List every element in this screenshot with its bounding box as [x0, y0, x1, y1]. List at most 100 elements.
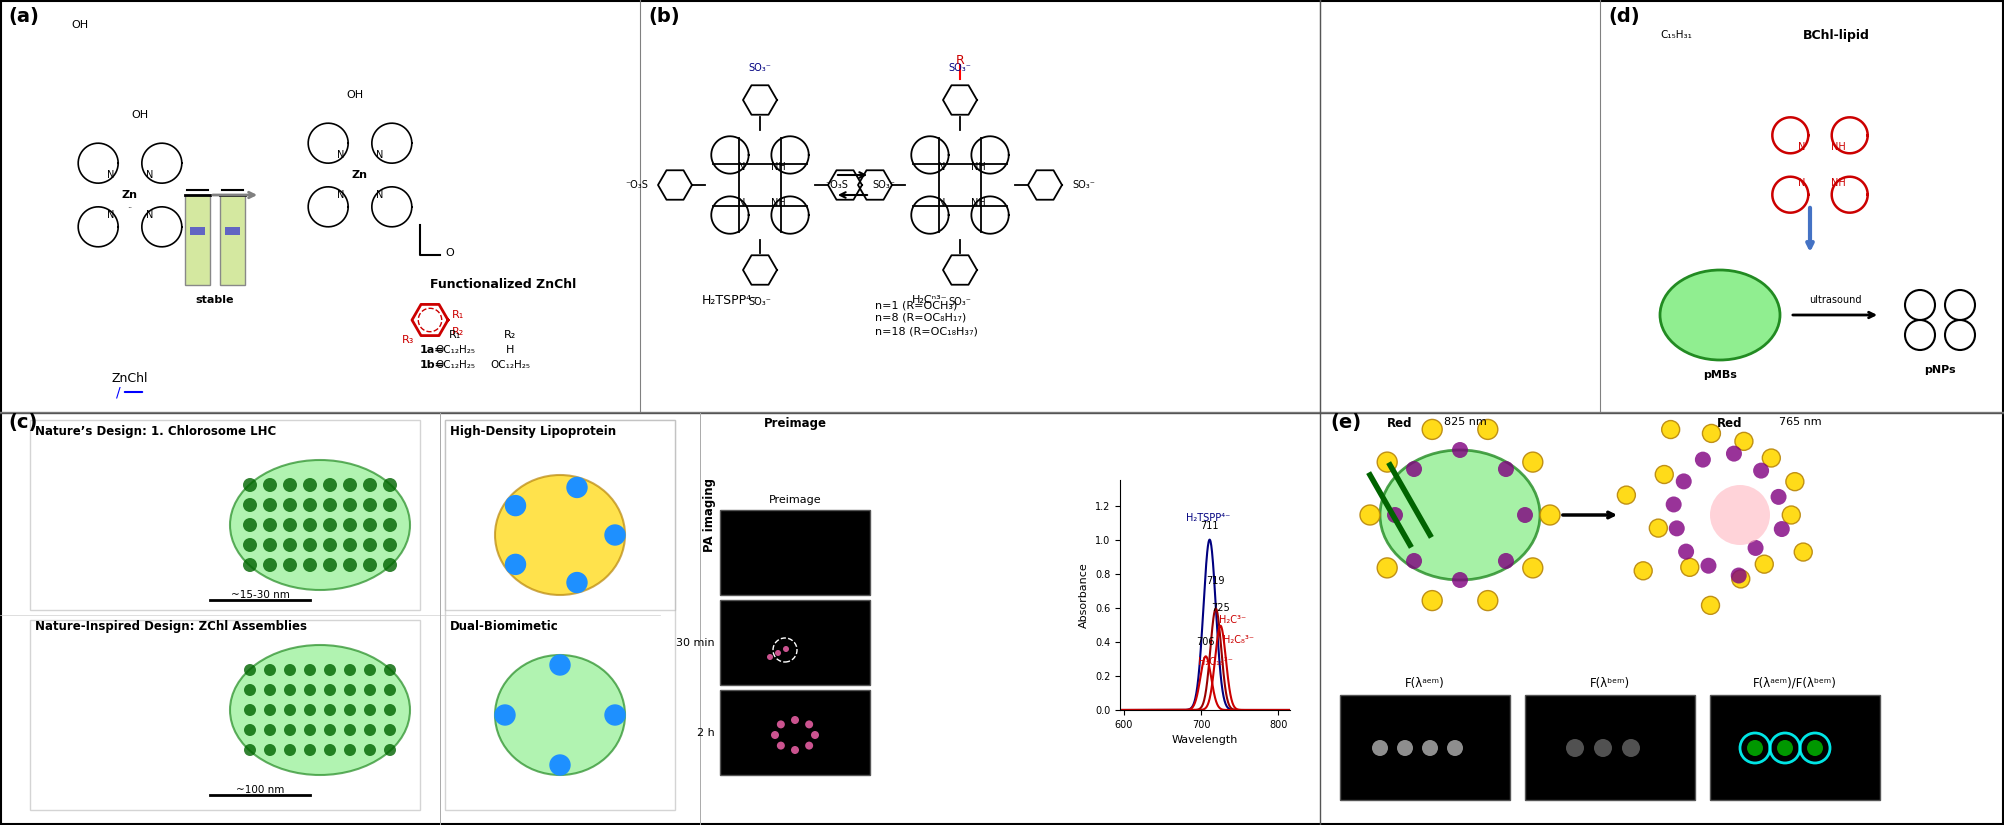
Text: n=8 (R=OC₈H₁₇): n=8 (R=OC₈H₁₇) [876, 313, 966, 323]
Circle shape [1523, 558, 1543, 578]
Circle shape [385, 684, 397, 696]
Text: SO₃⁻: SO₃⁻ [749, 63, 772, 73]
Circle shape [385, 704, 397, 716]
Circle shape [363, 478, 377, 492]
Circle shape [778, 742, 786, 750]
Bar [1525, 695, 1695, 800]
Circle shape [325, 724, 337, 736]
Ellipse shape [230, 645, 411, 775]
X-axis label: Wavelength: Wavelength [1172, 735, 1238, 745]
Circle shape [812, 731, 820, 739]
Circle shape [285, 664, 297, 676]
Circle shape [1423, 591, 1443, 610]
Text: Zn: Zn [353, 170, 369, 180]
Text: (e): (e) [1331, 413, 1361, 432]
Circle shape [1810, 506, 1828, 524]
Text: N: N [106, 170, 114, 180]
Circle shape [792, 746, 800, 754]
Circle shape [383, 478, 397, 492]
Circle shape [1675, 474, 1691, 489]
Circle shape [1423, 740, 1439, 756]
Circle shape [263, 518, 277, 532]
Circle shape [263, 558, 277, 572]
Y-axis label: Absorbance: Absorbance [1080, 562, 1090, 628]
Bar [1709, 695, 1880, 800]
Text: F(λᵃᵉᵐ): F(λᵃᵉᵐ) [1405, 677, 1445, 690]
Text: N: N [337, 190, 345, 200]
Circle shape [1377, 558, 1397, 578]
Text: N: N [1798, 142, 1806, 152]
Circle shape [383, 558, 397, 572]
Circle shape [285, 744, 297, 756]
Circle shape [244, 744, 257, 756]
Text: Red: Red [1717, 417, 1743, 430]
Text: ⁻O₃S: ⁻O₃S [826, 180, 848, 190]
Circle shape [265, 744, 277, 756]
Text: N: N [146, 170, 154, 180]
Circle shape [1778, 740, 1794, 756]
Circle shape [1735, 432, 1754, 450]
Bar [220, 195, 244, 285]
Circle shape [567, 573, 587, 592]
Circle shape [495, 705, 515, 725]
Text: ~100 nm: ~100 nm [236, 785, 285, 795]
Circle shape [263, 478, 277, 492]
Circle shape [567, 478, 587, 497]
Text: BChl-lipid: BChl-lipid [1804, 29, 1870, 41]
Circle shape [1808, 740, 1824, 756]
Circle shape [265, 684, 277, 696]
Circle shape [1756, 555, 1774, 573]
Circle shape [1747, 540, 1764, 556]
Circle shape [1373, 740, 1389, 756]
Bar [445, 420, 675, 610]
Text: C₁₅H₃₁: C₁₅H₃₁ [1659, 30, 1691, 40]
Text: (d): (d) [1607, 7, 1639, 26]
Text: SO₃⁻: SO₃⁻ [948, 297, 972, 307]
Text: OC₁₂H₂₅: OC₁₂H₂₅ [435, 360, 475, 370]
Circle shape [283, 518, 297, 532]
Circle shape [1423, 419, 1443, 440]
Text: Zn: Zn [122, 190, 138, 200]
Circle shape [263, 498, 277, 512]
Circle shape [283, 498, 297, 512]
Circle shape [383, 498, 397, 512]
Circle shape [365, 744, 377, 756]
Text: 825 nm: 825 nm [1443, 417, 1487, 427]
Circle shape [345, 724, 357, 736]
Text: N: N [737, 162, 745, 172]
Text: OH: OH [72, 20, 88, 30]
Text: 719: 719 [1206, 576, 1224, 586]
Text: Nature-Inspired Design: ZChl Assemblies: Nature-Inspired Design: ZChl Assemblies [34, 620, 307, 633]
Circle shape [1754, 463, 1770, 478]
Text: /: / [116, 385, 120, 399]
Circle shape [1731, 568, 1747, 583]
Circle shape [242, 498, 257, 512]
Text: H₂TSPP⁴⁻: H₂TSPP⁴⁻ [701, 294, 758, 307]
Text: NH: NH [1832, 142, 1846, 152]
Circle shape [265, 704, 277, 716]
Circle shape [1497, 553, 1513, 569]
Bar [30, 420, 421, 610]
Circle shape [1593, 739, 1611, 757]
Circle shape [285, 724, 297, 736]
Text: H₂TSPP⁴⁻: H₂TSPP⁴⁻ [1186, 512, 1230, 522]
Circle shape [283, 558, 297, 572]
Ellipse shape [495, 655, 625, 775]
Circle shape [325, 684, 337, 696]
Text: N: N [377, 190, 383, 200]
Text: High-Density Lipoprotein: High-Density Lipoprotein [451, 425, 615, 438]
Bar [1341, 695, 1509, 800]
Circle shape [1701, 596, 1719, 615]
Text: 706: 706 [1196, 637, 1214, 647]
Circle shape [363, 558, 377, 572]
Circle shape [1665, 497, 1681, 512]
Circle shape [1447, 740, 1463, 756]
Text: OH: OH [132, 110, 148, 120]
Circle shape [1794, 543, 1812, 561]
Text: 2 h: 2 h [697, 728, 715, 738]
Text: n=18 (R=OC₁₈H₃₇): n=18 (R=OC₁₈H₃₇) [876, 326, 978, 336]
Circle shape [778, 720, 786, 728]
Circle shape [323, 518, 337, 532]
Circle shape [363, 538, 377, 552]
Text: NH: NH [970, 162, 986, 172]
